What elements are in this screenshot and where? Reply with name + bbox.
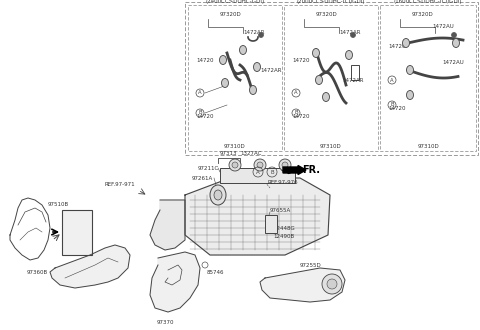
Text: (1600CC>DOHC-TCI/GDI): (1600CC>DOHC-TCI/GDI) (394, 0, 462, 4)
Text: 1472AR: 1472AR (260, 68, 281, 73)
Ellipse shape (250, 85, 256, 94)
Text: 97310D: 97310D (224, 145, 246, 149)
Text: B: B (294, 111, 298, 116)
Bar (265, 215, 277, 233)
Text: REF.97-976: REF.97-976 (268, 180, 299, 184)
Circle shape (232, 162, 238, 168)
Circle shape (282, 162, 288, 168)
Text: 97320D: 97320D (219, 13, 241, 17)
Ellipse shape (210, 185, 226, 205)
Text: 12448G: 12448G (273, 225, 295, 230)
Text: 97310D: 97310D (417, 145, 439, 149)
Text: 1327AC: 1327AC (240, 151, 262, 156)
Polygon shape (150, 200, 185, 250)
Ellipse shape (407, 65, 413, 75)
Text: A: A (256, 170, 260, 175)
Circle shape (279, 159, 291, 171)
Text: 97510B: 97510B (48, 202, 69, 207)
Ellipse shape (312, 49, 320, 57)
Text: 1472AR: 1472AR (339, 30, 360, 36)
Text: B: B (270, 170, 274, 175)
Circle shape (254, 159, 266, 171)
Text: A: A (198, 90, 202, 95)
Text: 1472AR: 1472AR (342, 78, 363, 82)
Text: 14720: 14720 (292, 57, 310, 62)
Text: A: A (294, 90, 298, 95)
Circle shape (327, 279, 337, 289)
Ellipse shape (221, 79, 228, 87)
Text: 1472AU: 1472AU (442, 60, 464, 65)
Text: 14720: 14720 (292, 115, 310, 119)
Text: 12490B: 12490B (273, 235, 294, 240)
Text: 14720: 14720 (196, 57, 214, 62)
FancyArrow shape (283, 166, 306, 175)
Text: 14720: 14720 (196, 115, 214, 119)
Ellipse shape (403, 39, 409, 48)
Text: A: A (390, 78, 394, 82)
Ellipse shape (240, 46, 247, 54)
Text: (2400CC>DOHC-GDI): (2400CC>DOHC-GDI) (205, 0, 264, 4)
Polygon shape (260, 268, 345, 302)
Ellipse shape (219, 55, 227, 64)
Ellipse shape (407, 90, 413, 100)
Text: 97261A: 97261A (192, 176, 213, 181)
Text: 1472AR: 1472AR (243, 30, 264, 36)
Circle shape (350, 32, 356, 38)
Bar (351, 65, 359, 80)
Bar (220, 168, 295, 183)
Circle shape (452, 32, 456, 38)
Text: 85746: 85746 (207, 270, 225, 275)
Text: 97360B: 97360B (27, 271, 48, 276)
Text: 97313: 97313 (220, 151, 238, 156)
Ellipse shape (315, 76, 323, 84)
Text: 14720: 14720 (388, 106, 406, 111)
Text: 97310D: 97310D (320, 145, 342, 149)
Text: FR.: FR. (302, 165, 320, 175)
Ellipse shape (453, 39, 459, 48)
Text: REF.97-971: REF.97-971 (105, 182, 135, 187)
Circle shape (229, 159, 241, 171)
Text: 1472AU: 1472AU (432, 24, 454, 29)
Polygon shape (50, 245, 130, 288)
Ellipse shape (214, 190, 222, 200)
Circle shape (259, 32, 264, 38)
Text: 97320D: 97320D (315, 13, 337, 17)
Bar (62, 210, 92, 255)
Text: 97320D: 97320D (412, 13, 434, 17)
Ellipse shape (346, 50, 352, 59)
Polygon shape (150, 252, 200, 312)
Text: 14720: 14720 (388, 45, 406, 50)
Text: B: B (390, 103, 394, 108)
Ellipse shape (323, 92, 329, 102)
Text: B: B (198, 111, 202, 116)
Text: 97655A: 97655A (270, 208, 291, 213)
Ellipse shape (253, 62, 261, 72)
Text: 97211C: 97211C (198, 166, 219, 171)
Circle shape (257, 162, 263, 168)
Text: 97255D: 97255D (299, 263, 321, 268)
Polygon shape (185, 178, 330, 255)
Text: (2000CC>DOHC-TCI/GDI): (2000CC>DOHC-TCI/GDI) (297, 0, 365, 4)
Text: 97370: 97370 (156, 320, 174, 325)
Circle shape (322, 274, 342, 294)
